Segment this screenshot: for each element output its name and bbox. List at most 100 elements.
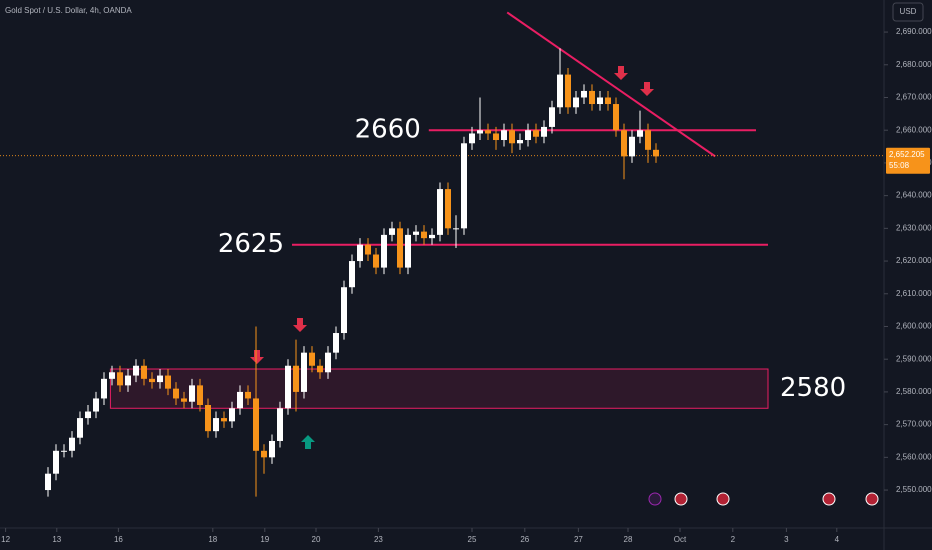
candle-body: [421, 231, 427, 239]
candle-body: [453, 228, 459, 230]
candle-body: [557, 74, 563, 108]
candle-body: [197, 385, 203, 405]
candle-body: [141, 365, 147, 379]
candle-body: [533, 130, 539, 137]
x-tick-label: 26: [520, 535, 529, 544]
y-tick-label: 2,620.000: [896, 256, 932, 265]
candle-body: [165, 375, 171, 389]
candle-body: [93, 398, 99, 412]
candle-body: [285, 365, 291, 409]
x-tick-label: 12: [1, 535, 10, 544]
candle-body: [445, 189, 451, 229]
candle-body: [365, 244, 371, 255]
candle-body: [645, 130, 651, 150]
candle-body: [117, 372, 123, 386]
candle-body: [237, 391, 243, 409]
y-tick-label: 2,550.000: [896, 485, 932, 494]
candle-body: [269, 440, 275, 458]
candle-body: [605, 97, 611, 105]
candle-body: [469, 133, 475, 144]
candle-body: [61, 450, 67, 452]
candle-body: [77, 418, 83, 438]
candle-body: [261, 450, 267, 458]
x-tick-label: 4: [835, 535, 840, 544]
candle-body: [477, 130, 483, 134]
x-tick-label: 27: [574, 535, 583, 544]
candle-body: [373, 254, 379, 268]
y-tick-label: 2,580.000: [896, 387, 932, 396]
candle-body: [53, 450, 59, 474]
event-icons: [648, 492, 879, 506]
candle-body: [637, 130, 643, 137]
candle-body: [629, 136, 635, 157]
candle-body: [277, 408, 283, 441]
candle-body: [653, 149, 659, 157]
candle-body: [253, 398, 259, 451]
candle-body: [173, 388, 179, 399]
zone: [109, 368, 769, 409]
down-arrow: [293, 318, 307, 332]
candle-body: [181, 398, 187, 402]
event-icon[interactable]: [822, 492, 836, 506]
x-tick-label: 3: [784, 535, 789, 544]
last-price-badge: [886, 147, 930, 174]
candle-body: [189, 385, 195, 402]
trendline: [506, 11, 716, 158]
y-tick-label: 2,640.000: [896, 191, 932, 200]
candle-body: [69, 437, 75, 451]
candle-body: [205, 404, 211, 432]
candle-body: [349, 261, 355, 288]
y-tick-label: 2,600.000: [896, 322, 932, 331]
event-icon[interactable]: [716, 492, 730, 506]
candle-body: [613, 104, 619, 131]
candle-body: [501, 130, 507, 141]
candle-body: [341, 287, 347, 334]
candle-body: [549, 107, 555, 127]
candle-body: [437, 189, 443, 235]
candle-body: [389, 228, 395, 235]
candle-body: [325, 352, 331, 373]
down-arrow: [250, 350, 264, 364]
candle-body: [221, 418, 227, 422]
candle-body: [301, 352, 307, 392]
level-label: 2625: [218, 229, 284, 259]
x-tick-label: 16: [114, 535, 123, 544]
event-icon[interactable]: [865, 492, 879, 506]
x-tick-label: 25: [468, 535, 477, 544]
candle-body: [405, 234, 411, 268]
candle-body: [45, 473, 51, 491]
currency-label[interactable]: USD: [900, 7, 917, 16]
candle-body: [397, 228, 403, 268]
event-icon[interactable]: [674, 492, 688, 506]
candle-body: [317, 365, 323, 373]
currency-button[interactable]: [892, 2, 924, 22]
candle-body: [229, 408, 235, 422]
candle-body: [357, 244, 363, 262]
level-label: 2660: [355, 115, 421, 145]
candle-body: [573, 97, 579, 108]
candle-body: [493, 133, 499, 141]
candle-body: [293, 365, 299, 392]
candle-body: [109, 372, 115, 379]
candle-body: [525, 130, 531, 141]
y-tick-label: 2,570.000: [896, 420, 932, 429]
event-icon[interactable]: [648, 492, 662, 506]
candle-body: [381, 234, 387, 268]
x-tick-label: 20: [312, 535, 321, 544]
y-tick-label: 2,590.000: [896, 354, 932, 363]
countdown: 55:08: [889, 161, 910, 170]
candle-body: [621, 130, 627, 157]
candle-body: [125, 375, 131, 386]
x-tick-label: 23: [374, 535, 383, 544]
candle-body: [101, 378, 107, 399]
x-tick-label: 2: [731, 535, 736, 544]
down-arrow: [640, 82, 654, 96]
candle-body: [149, 378, 155, 383]
candle-body: [309, 352, 315, 366]
x-tick-label: 18: [208, 535, 217, 544]
candle-body: [245, 391, 251, 399]
y-tick-label: 2,690.000: [896, 27, 932, 36]
up-arrow: [301, 435, 315, 449]
